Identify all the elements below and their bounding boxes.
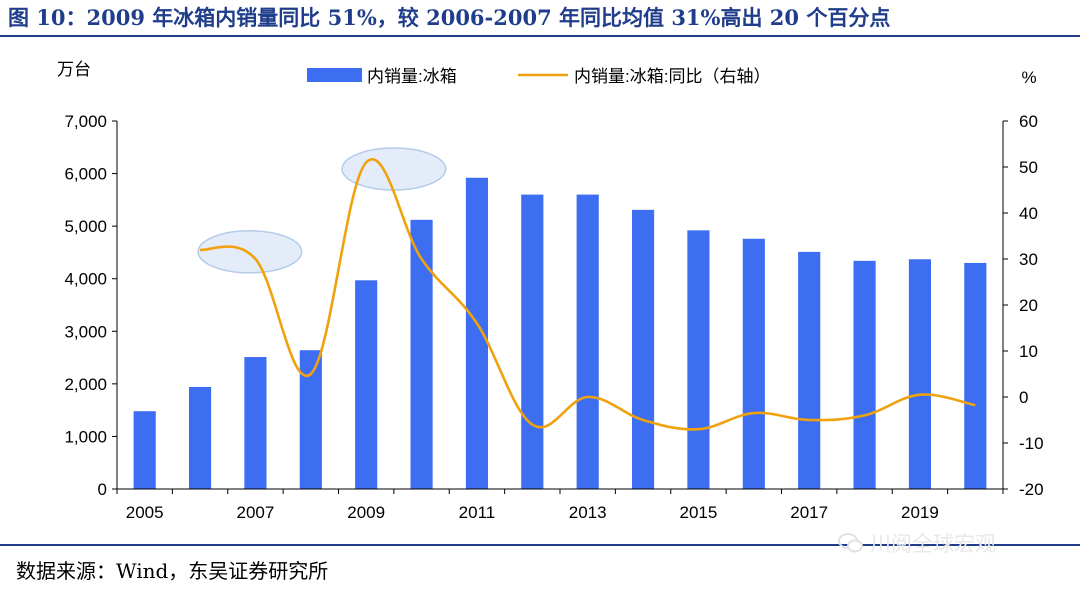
x-tick-label: 2019: [901, 503, 939, 522]
x-tick-label: 2017: [790, 503, 828, 522]
highlight-layer: [197, 147, 447, 274]
left-tick-label: 3,000: [64, 322, 107, 341]
line-yoy: [199, 158, 976, 431]
bar-2010: [410, 219, 433, 489]
legend-swatch-bar: [307, 68, 362, 82]
right-tick-label: 40: [1019, 204, 1038, 223]
left-tick-label: 1,000: [64, 427, 107, 446]
bar-2011: [465, 177, 489, 489]
right-tick-label: 50: [1019, 158, 1038, 177]
right-tick-label: 30: [1019, 250, 1038, 269]
bar-2013: [576, 194, 599, 489]
bottom-divider: [0, 544, 1080, 546]
watermark-text: 川阅全球宏观: [870, 532, 996, 556]
bar-2006: [188, 387, 212, 489]
left-tick-label: 0: [98, 480, 107, 499]
left-tick-label: 6,000: [64, 165, 107, 184]
bar-series-layer: [133, 177, 987, 490]
right-tick-label: 0: [1019, 388, 1028, 407]
top-divider: [0, 35, 1080, 37]
right-unit-label: %: [1021, 68, 1036, 87]
line-series-layer: [199, 158, 976, 431]
bar-2018: [853, 260, 876, 489]
bar-2017: [798, 251, 821, 489]
legend: 内销量:冰箱 内销量:冰箱:同比（右轴）: [307, 67, 770, 86]
bar-2014: [631, 209, 655, 490]
legend-label-line: 内销量:冰箱:同比（右轴）: [574, 67, 770, 86]
bar-2015: [687, 230, 710, 489]
source-note: 数据来源：Wind，东吴证券研究所: [16, 559, 329, 583]
x-tick-label: 2009: [347, 503, 385, 522]
right-tick-label: -10: [1019, 434, 1044, 453]
x-tick-label: 2011: [459, 503, 496, 522]
bar-2007: [244, 357, 267, 489]
left-tick-label: 4,000: [64, 270, 107, 289]
right-tick-label: -20: [1019, 480, 1044, 499]
right-tick-label: 60: [1019, 112, 1038, 131]
x-tick-label: 2013: [569, 503, 607, 522]
left-tick-label: 7,000: [64, 112, 107, 131]
bar-2020: [964, 262, 987, 489]
watermark: 川阅全球宏观: [838, 528, 996, 558]
legend-label-bar: 内销量:冰箱: [367, 67, 457, 86]
x-tick-label: 2005: [126, 503, 164, 522]
x-tick-label: 2007: [237, 503, 275, 522]
axes-layer: 0 1,000 2,000 3,000 4,000 5,000 6,000 7,000 -20 -…: [57, 60, 1044, 522]
bar-2008: [299, 350, 322, 489]
left-tick-label: 5,000: [64, 217, 107, 236]
left-tick-label: 2,000: [64, 375, 107, 394]
highlight-ellipse-0: [197, 230, 303, 274]
left-unit-label: 万台: [57, 60, 91, 79]
bar-2012: [521, 194, 544, 489]
right-tick-label: 10: [1019, 342, 1038, 361]
bar-2016: [742, 238, 765, 489]
bar-2019: [908, 259, 932, 489]
x-tick-label: 2015: [680, 503, 718, 522]
bar-2009: [355, 280, 378, 489]
bar-2005: [133, 411, 156, 489]
wechat-icon: [838, 533, 863, 553]
right-tick-label: 20: [1019, 296, 1038, 315]
chart-title: 图 10：2009 年冰箱内销量同比 51%，较 2006-2007 年同比均值…: [8, 5, 891, 30]
